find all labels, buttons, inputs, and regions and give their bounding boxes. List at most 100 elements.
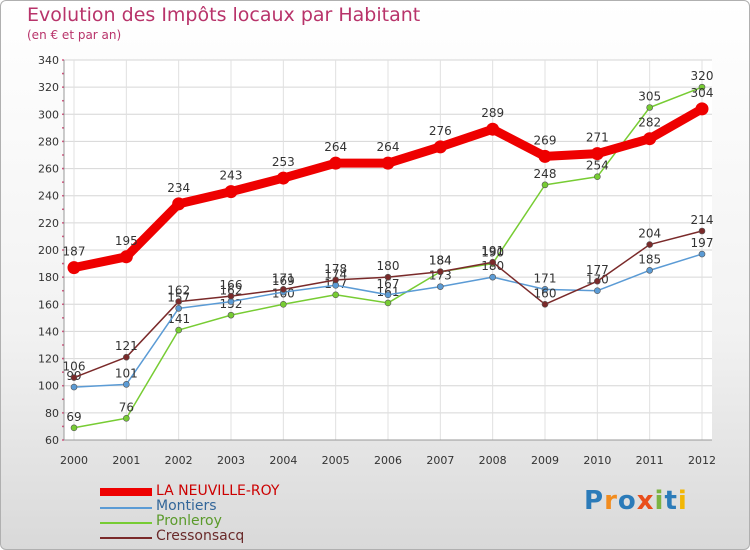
y-tick-label: 220: [38, 217, 59, 230]
y-minor-tick: [62, 235, 64, 238]
data-point: [541, 181, 549, 189]
x-tick-label: 2001: [112, 454, 140, 467]
x-tick-label: 2003: [217, 454, 245, 467]
data-label: 101: [115, 366, 138, 380]
data-point: [227, 298, 235, 305]
data-label: 254: [586, 159, 609, 173]
y-tick-label: 160: [38, 298, 59, 311]
data-point: [433, 140, 447, 154]
y-minor-tick: [62, 249, 64, 251]
data-point: [67, 261, 81, 275]
data-label: 162: [167, 284, 190, 298]
data-point: [646, 267, 653, 274]
data-point: [280, 300, 287, 308]
legend-swatch: [100, 537, 152, 539]
data-label: 264: [377, 140, 400, 154]
y-tick-label: 340: [38, 54, 59, 67]
data-label: 197: [691, 236, 714, 250]
y-minor-tick: [62, 316, 64, 319]
data-point: [332, 281, 339, 289]
chart-title: Evolution des Impôts locaux par Habitant: [27, 4, 421, 26]
x-tick-label: 2005: [322, 454, 350, 467]
data-label: 166: [220, 278, 243, 292]
y-minor-tick: [62, 357, 64, 360]
data-point: [381, 156, 395, 170]
data-label: 204: [638, 227, 661, 241]
data-label: 191: [481, 244, 504, 258]
data-point: [123, 353, 130, 361]
data-label: 320: [691, 69, 714, 83]
y-minor-tick: [62, 140, 64, 143]
data-label: 184: [429, 254, 452, 268]
legend-label: Montiers: [156, 498, 217, 514]
data-point: [538, 149, 552, 163]
y-tick-label: 100: [38, 380, 59, 393]
data-point: [276, 171, 290, 185]
data-point: [175, 326, 182, 334]
data-point: [646, 241, 653, 248]
y-minor-tick: [62, 384, 64, 387]
data-point: [384, 273, 392, 281]
proxiti-logo: Proxiti: [584, 486, 688, 516]
x-tick-label: 2008: [479, 454, 507, 467]
data-label: 305: [638, 90, 661, 104]
y-minor-tick: [62, 72, 64, 75]
data-label: 271: [586, 131, 609, 145]
y-minor-tick: [62, 126, 64, 129]
y-minor-tick: [62, 113, 64, 116]
y-tick-label: 180: [38, 271, 59, 284]
data-label: 180: [377, 259, 400, 273]
data-point: [486, 122, 500, 136]
data-point: [489, 258, 496, 266]
y-tick-label: 120: [38, 353, 59, 366]
data-point: [698, 250, 706, 258]
y-tick-label: 240: [38, 190, 59, 203]
x-tick-label: 2011: [636, 454, 664, 467]
data-point: [332, 291, 339, 299]
legend-swatch: [100, 488, 152, 496]
legend-swatch: [100, 522, 152, 524]
data-label: 248: [534, 167, 557, 181]
y-tick-label: 80: [45, 407, 59, 420]
y-tick-label: 260: [38, 163, 59, 176]
logo-letter: r: [604, 486, 618, 516]
x-tick-label: 2000: [60, 454, 88, 467]
data-point: [698, 227, 706, 235]
legend-label: Pronleroy: [156, 513, 222, 529]
data-label: 304: [691, 86, 714, 100]
logo-letter: i: [677, 486, 688, 516]
data-point: [384, 299, 392, 307]
logo-letter: i: [654, 486, 665, 516]
data-point: [70, 383, 78, 391]
y-tick-label: 60: [45, 434, 59, 447]
data-point: [695, 102, 709, 116]
y-minor-tick: [62, 59, 64, 61]
logo-letter: x: [636, 486, 655, 516]
data-label: 264: [324, 140, 347, 154]
data-point: [227, 311, 235, 319]
logo-letter: P: [584, 486, 605, 516]
data-label: 160: [534, 286, 557, 300]
y-minor-tick: [62, 181, 64, 184]
data-label: 276: [429, 124, 452, 138]
y-minor-tick: [62, 289, 64, 292]
y-minor-tick: [62, 262, 64, 265]
y-tick-label: 320: [38, 81, 59, 94]
data-point: [70, 424, 78, 432]
logo-letter: o: [617, 486, 637, 516]
data-label: 167: [377, 277, 400, 291]
data-point: [541, 286, 549, 293]
y-minor-tick: [62, 398, 64, 401]
y-tick-label: 200: [38, 244, 59, 257]
data-point: [123, 381, 130, 388]
y-minor-tick: [62, 86, 64, 89]
data-label: 289: [481, 106, 504, 120]
data-label: 169: [272, 274, 295, 288]
data-point: [437, 283, 444, 290]
data-label: 174: [324, 267, 347, 281]
data-point: [437, 268, 444, 276]
x-tick-label: 2009: [531, 454, 559, 467]
data-point: [541, 300, 549, 308]
data-point: [227, 292, 235, 300]
data-point: [329, 156, 343, 170]
